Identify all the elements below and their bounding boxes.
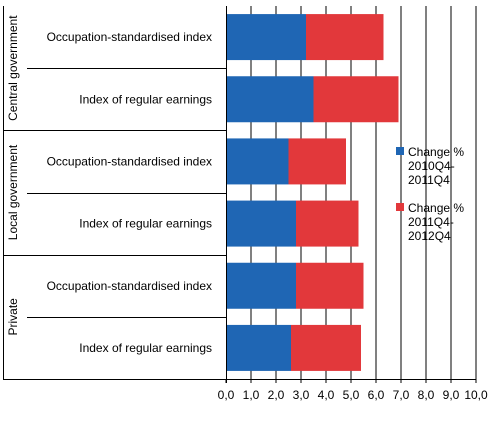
x-tick-label: 8,0 — [418, 388, 435, 402]
bar-segment-series-1 — [226, 324, 291, 371]
bar-segment-series-2 — [306, 14, 384, 61]
legend-label: 2012Q4 — [408, 229, 451, 243]
x-tick-label: 6,0 — [368, 388, 385, 402]
x-tick-label: 4,0 — [318, 388, 335, 402]
category-labels: Occupation-standardised index Index of re… — [6, 15, 212, 355]
legend-label: 2011Q4 — [408, 173, 450, 187]
legend-label: 2011Q4- — [408, 215, 454, 229]
legend-swatch — [396, 203, 404, 211]
bar-segment-series-1 — [226, 262, 296, 309]
bar-segment-series-2 — [296, 262, 364, 309]
category-label: Index of regular earnings — [79, 92, 212, 106]
x-tick-label: 10,0 — [464, 388, 488, 402]
x-tick-label: 9,0 — [443, 388, 460, 402]
category-label: Occupation-standardised index — [47, 30, 212, 44]
legend-label: Change % — [408, 145, 464, 159]
group-label: Private — [6, 298, 20, 336]
x-tick-label: 1,0 — [243, 388, 260, 402]
group-label: Central government — [6, 15, 20, 121]
x-tick-label: 0,0 — [218, 388, 235, 402]
legend-label: Change % — [408, 201, 464, 215]
bar-segment-series-2 — [313, 76, 399, 123]
x-tick-label: 2,0 — [268, 388, 285, 402]
bar-segment-series-2 — [296, 200, 359, 247]
bar-segment-series-1 — [226, 14, 306, 61]
category-label: Index of regular earnings — [79, 217, 212, 231]
category-label: Occupation-standardised index — [47, 154, 212, 168]
bar-segment-series-1 — [226, 76, 314, 123]
x-tick-label: 5,0 — [343, 388, 360, 402]
group-label: Local government — [6, 144, 20, 240]
legend-swatch — [396, 147, 404, 155]
x-axis-ticks: 0,0 1,0 2,0 3,0 4,0 5,0 6,0 7,0 8,0 9,0 10,0 — [218, 379, 488, 402]
category-label: Occupation-standardised index — [47, 279, 212, 293]
legend-label: 2010Q4- — [408, 159, 455, 173]
bar-segment-series-2 — [288, 138, 346, 185]
axes — [3, 6, 476, 383]
gridlines — [250, 6, 477, 379]
x-tick-label: 3,0 — [293, 388, 310, 402]
bar-segment-series-1 — [226, 138, 289, 185]
bars — [226, 14, 399, 371]
category-label: Index of regular earnings — [79, 341, 212, 355]
bar-segment-series-2 — [291, 324, 361, 371]
x-tick-label: 7,0 — [393, 388, 410, 402]
bar-segment-series-1 — [226, 200, 296, 247]
